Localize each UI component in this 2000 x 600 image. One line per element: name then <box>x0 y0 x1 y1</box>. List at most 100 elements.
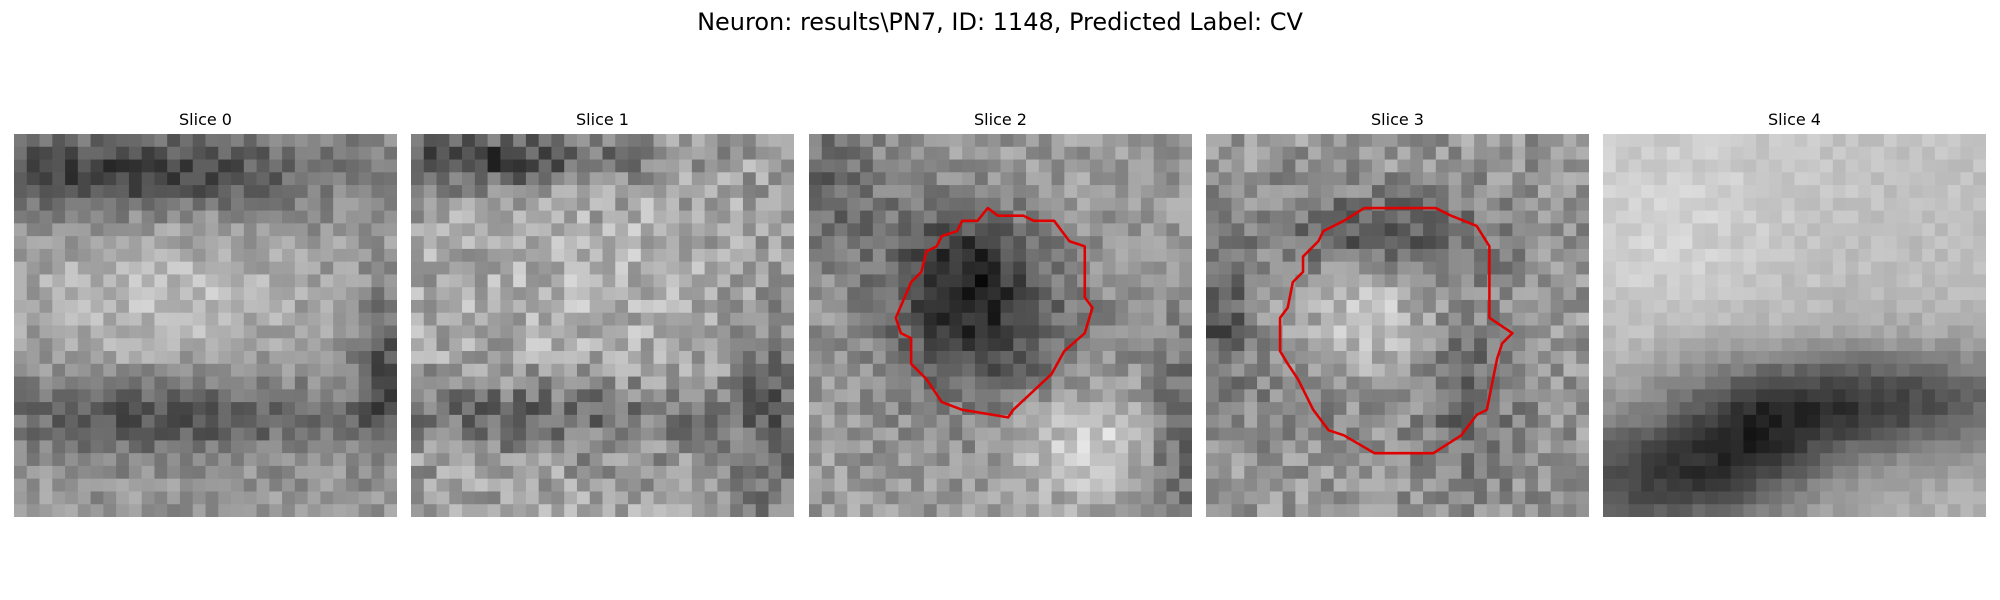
image-pixel <box>755 146 769 160</box>
image-pixel <box>103 504 117 517</box>
image-pixel <box>1563 478 1577 492</box>
image-pixel <box>231 299 245 314</box>
image-pixel <box>640 414 654 429</box>
image-pixel <box>1666 146 1680 160</box>
image-pixel <box>487 261 501 275</box>
image-pixel <box>781 248 794 263</box>
image-pixel <box>1013 274 1027 288</box>
image-pixel <box>65 402 79 416</box>
image-pixel <box>1934 478 1949 492</box>
image-pixel <box>1858 402 1872 416</box>
image-pixel <box>1641 185 1655 199</box>
image-pixel <box>923 185 938 199</box>
image-pixel <box>1947 223 1961 237</box>
image-pixel <box>243 402 257 416</box>
image-pixel <box>847 146 861 160</box>
image-pixel <box>679 440 693 454</box>
image-pixel <box>1781 223 1795 237</box>
image-pixel <box>65 338 79 352</box>
image-pixel <box>282 453 296 467</box>
image-pixel <box>1820 427 1834 441</box>
image-pixel <box>1397 465 1411 480</box>
image-pixel <box>1922 146 1936 160</box>
image-pixel <box>974 325 989 339</box>
image-pixel <box>885 172 899 186</box>
image-pixel <box>834 159 848 173</box>
image-pixel <box>269 402 283 416</box>
image-pixel <box>231 159 245 173</box>
image-pixel <box>333 402 347 416</box>
image-pixel <box>885 210 899 224</box>
image-pixel <box>987 453 1001 467</box>
image-pixel <box>333 465 347 480</box>
image-pixel <box>1960 325 1974 339</box>
image-pixel <box>615 159 629 173</box>
image-pixel <box>1947 351 1961 365</box>
image-pixel <box>1206 274 1220 288</box>
image-pixel <box>1140 351 1155 365</box>
image-pixel <box>52 465 66 480</box>
image-pixel <box>1794 414 1808 429</box>
image-pixel <box>1922 389 1936 403</box>
image-pixel <box>1934 453 1949 467</box>
image-pixel <box>525 159 540 173</box>
image-pixel <box>679 223 693 237</box>
image-pixel <box>205 351 219 365</box>
image-pixel <box>1858 453 1872 467</box>
image-pixel <box>320 402 334 416</box>
image-pixel <box>1563 363 1577 377</box>
image-pixel <box>717 491 731 505</box>
image-pixel <box>65 299 79 314</box>
image-pixel <box>1768 504 1783 517</box>
image-pixel <box>231 414 245 429</box>
image-pixel <box>358 236 372 250</box>
image-pixel <box>781 402 794 416</box>
image-pixel <box>653 351 667 365</box>
image-pixel <box>1013 248 1027 263</box>
image-pixel <box>218 414 232 429</box>
image-pixel <box>436 146 450 160</box>
image-pixel <box>423 197 437 211</box>
image-pixel <box>1717 223 1732 237</box>
image-pixel <box>1166 185 1180 199</box>
image-pixel <box>231 223 245 237</box>
image-pixel <box>371 465 385 480</box>
image-pixel <box>1679 287 1693 301</box>
image-pixel <box>1026 134 1040 148</box>
image-pixel <box>116 312 130 326</box>
image-pixel <box>1206 427 1220 441</box>
image-pixel <box>602 159 616 173</box>
image-pixel <box>371 261 385 275</box>
image-pixel <box>936 146 950 160</box>
image-pixel <box>1973 363 1986 377</box>
image-pixel <box>103 223 117 237</box>
image-pixel <box>1603 159 1617 173</box>
image-pixel <box>1768 376 1783 390</box>
image-pixel <box>1615 236 1629 250</box>
image-pixel <box>781 453 794 467</box>
image-pixel <box>1179 236 1192 250</box>
image-pixel <box>128 389 143 403</box>
image-pixel <box>717 236 731 250</box>
image-pixel <box>1295 172 1309 186</box>
image-pixel <box>1499 261 1513 275</box>
image-pixel <box>1166 223 1180 237</box>
image-pixel <box>90 402 104 416</box>
image-pixel <box>1140 363 1155 377</box>
image-pixel <box>14 134 28 148</box>
image-pixel <box>809 376 823 390</box>
image-pixel <box>1026 236 1040 250</box>
image-pixel <box>345 440 360 454</box>
image-pixel <box>809 389 823 403</box>
image-pixel <box>1397 491 1411 505</box>
image-pixel <box>141 159 155 173</box>
image-pixel <box>949 236 963 250</box>
image-pixel <box>243 159 257 173</box>
image-pixel <box>500 440 514 454</box>
image-pixel <box>1909 414 1923 429</box>
image-pixel <box>1486 185 1501 199</box>
image-pixel <box>1128 402 1142 416</box>
image-pixel <box>1909 210 1923 224</box>
image-pixel <box>1206 351 1220 365</box>
image-pixel <box>602 351 616 365</box>
